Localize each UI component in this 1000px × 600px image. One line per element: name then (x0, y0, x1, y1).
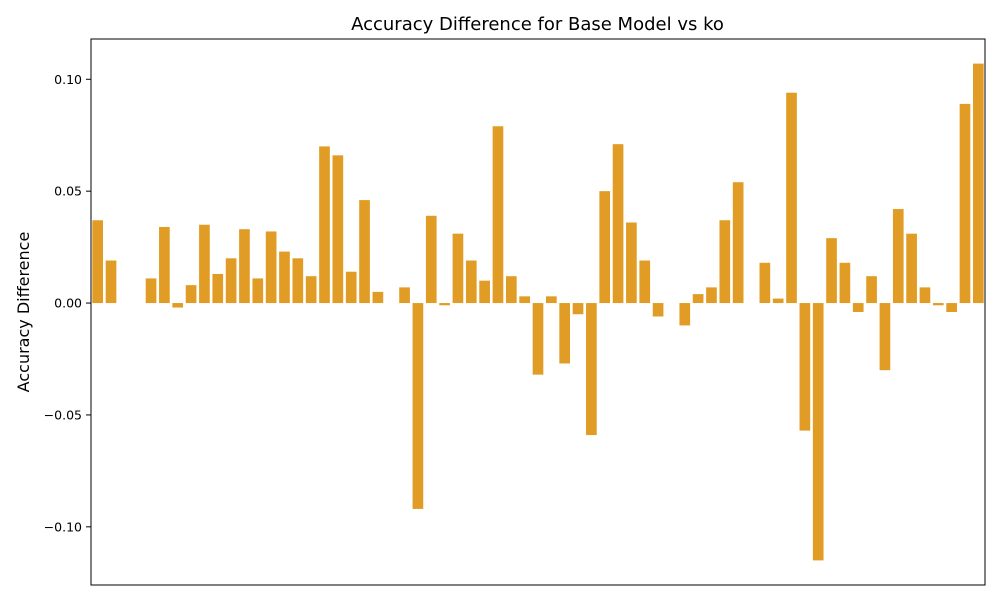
bar (305, 276, 317, 304)
bar (759, 262, 771, 304)
bar (532, 303, 544, 375)
bar (265, 231, 277, 304)
bar (839, 262, 851, 304)
bar (812, 303, 824, 561)
bar (345, 271, 357, 304)
bar (439, 303, 450, 306)
bar (852, 303, 864, 312)
bar (185, 285, 197, 304)
bar (559, 303, 571, 364)
bar (172, 303, 184, 308)
bar (546, 296, 557, 304)
y-tick-label: 0.05 (54, 184, 82, 199)
bar (279, 251, 290, 304)
bar (679, 303, 691, 326)
bar (372, 291, 384, 304)
bar (719, 220, 731, 304)
bar (505, 276, 517, 304)
bar (919, 287, 931, 304)
bar (799, 303, 811, 431)
bar (599, 191, 611, 304)
bar (92, 220, 103, 304)
bar (199, 224, 210, 304)
bar (692, 294, 704, 304)
bar (652, 303, 664, 317)
bar (492, 126, 504, 304)
bar (452, 233, 464, 304)
bar (412, 303, 424, 509)
bar (425, 215, 437, 304)
bar (879, 303, 891, 371)
bar (239, 229, 250, 304)
bar (572, 303, 584, 315)
y-tick-label: 0.00 (54, 296, 82, 311)
bar (906, 233, 917, 304)
bar (786, 92, 797, 304)
plot-frame (90, 38, 986, 586)
y-axis: −0.10 −0.05 0.00 0.05 0.10 (44, 72, 91, 534)
y-tick-label: −0.05 (44, 407, 82, 422)
bar (145, 278, 157, 304)
bar (212, 273, 224, 304)
bar (732, 182, 744, 304)
bar (946, 303, 957, 312)
bar (866, 276, 877, 304)
bar (225, 258, 237, 304)
bar (332, 155, 344, 304)
bar (399, 287, 410, 304)
bar (159, 226, 170, 304)
bar (772, 298, 784, 304)
bar (892, 209, 904, 304)
bar (826, 238, 837, 304)
bar (252, 278, 264, 304)
y-tick-label: 0.10 (54, 72, 82, 87)
bar (932, 303, 944, 306)
bars-group (92, 63, 984, 561)
bar (319, 146, 330, 304)
bar (292, 258, 304, 304)
bar (479, 280, 490, 304)
bar (465, 260, 477, 304)
y-axis-label: Accuracy Difference (14, 232, 33, 393)
bar (639, 260, 651, 304)
bar (972, 63, 984, 304)
bar (626, 222, 637, 304)
bar (359, 200, 370, 304)
bar (612, 144, 624, 304)
y-tick-label: −0.10 (44, 519, 82, 534)
bar (519, 296, 530, 304)
chart-title: Accuracy Difference for Base Model vs ko (351, 14, 724, 35)
bar (706, 287, 717, 304)
bar (959, 103, 971, 304)
bar (105, 260, 117, 304)
bar (586, 303, 597, 436)
